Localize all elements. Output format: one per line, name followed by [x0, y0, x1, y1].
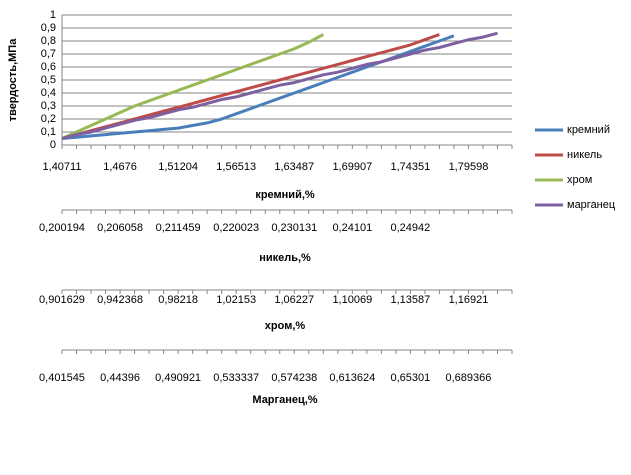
- x-tick-label: 1,16921: [449, 294, 489, 306]
- x-tick-label: 1,02153: [216, 294, 256, 306]
- x-tick-label: 0,230131: [271, 222, 317, 234]
- x-axis-title: никель,%: [259, 252, 311, 264]
- x-tick-label: 0,206058: [97, 222, 143, 234]
- y-tick-label: 0,4: [41, 87, 56, 99]
- legend-label: никель: [567, 149, 602, 161]
- x-tick-label: 1,63487: [274, 161, 314, 173]
- y-tick-label: 0,6: [41, 61, 56, 73]
- x-tick-label: 0,574238: [271, 372, 317, 384]
- series-line: [61, 33, 440, 140]
- x-tick-label: 1,79598: [449, 161, 489, 173]
- y-tick-label: 1: [50, 9, 56, 21]
- x-tick-label: 0,490921: [155, 372, 201, 384]
- x-tick-label: 0,689366: [446, 372, 492, 384]
- x-tick-label: 0,533337: [213, 372, 259, 384]
- x-axis-title: Марганец,%: [252, 394, 317, 406]
- x-axis-title: хром,%: [265, 320, 306, 332]
- x-tick-label: 0,613624: [329, 372, 375, 384]
- x-tick-label: 0,942368: [97, 294, 143, 306]
- y-tick-label: 0,1: [41, 126, 56, 138]
- x-tick-label: 0,98218: [158, 294, 198, 306]
- x-tick-label: 1,10069: [332, 294, 372, 306]
- series-line: [61, 33, 325, 140]
- x-tick-label: 1,74351: [391, 161, 431, 173]
- x-tick-label: 0,200194: [39, 222, 85, 234]
- x-tick-label: 1,51204: [158, 161, 198, 173]
- y-tick-label: 0,2: [41, 113, 56, 125]
- x-tick-label: 1,56513: [216, 161, 256, 173]
- x-tick-label: 0,24942: [391, 222, 431, 234]
- x-tick-label: 0,65301: [391, 372, 431, 384]
- x-tick-label: 1,13587: [391, 294, 431, 306]
- x-tick-label: 0,401545: [39, 372, 85, 384]
- y-tick-label: 0,7: [41, 48, 56, 60]
- x-tick-label: 1,06227: [274, 294, 314, 306]
- y-axis-title: твердость,МПа: [7, 38, 19, 122]
- y-tick-label: 0,3: [41, 100, 56, 112]
- x-tick-label: 1,4676: [103, 161, 137, 173]
- y-tick-label: 0,5: [41, 74, 56, 86]
- x-tick-label: 1,69907: [332, 161, 372, 173]
- series-line: [61, 31, 498, 140]
- legend-label: марганец: [567, 199, 616, 211]
- x-tick-label: 0,44396: [100, 372, 140, 384]
- y-tick-label: 0,9: [41, 22, 56, 34]
- legend-label: кремний: [567, 124, 610, 136]
- x-tick-label: 0,211459: [156, 222, 201, 234]
- x-tick-label: 1,40711: [43, 161, 82, 173]
- y-tick-label: 0,8: [41, 35, 56, 47]
- y-tick-label: 0: [50, 139, 56, 151]
- x-tick-label: 0,901629: [39, 294, 85, 306]
- legend-label: хром: [567, 174, 592, 186]
- x-tick-label: 0,220023: [213, 222, 259, 234]
- x-axis-title: кремний,%: [255, 189, 315, 201]
- x-tick-label: 0,24101: [332, 222, 372, 234]
